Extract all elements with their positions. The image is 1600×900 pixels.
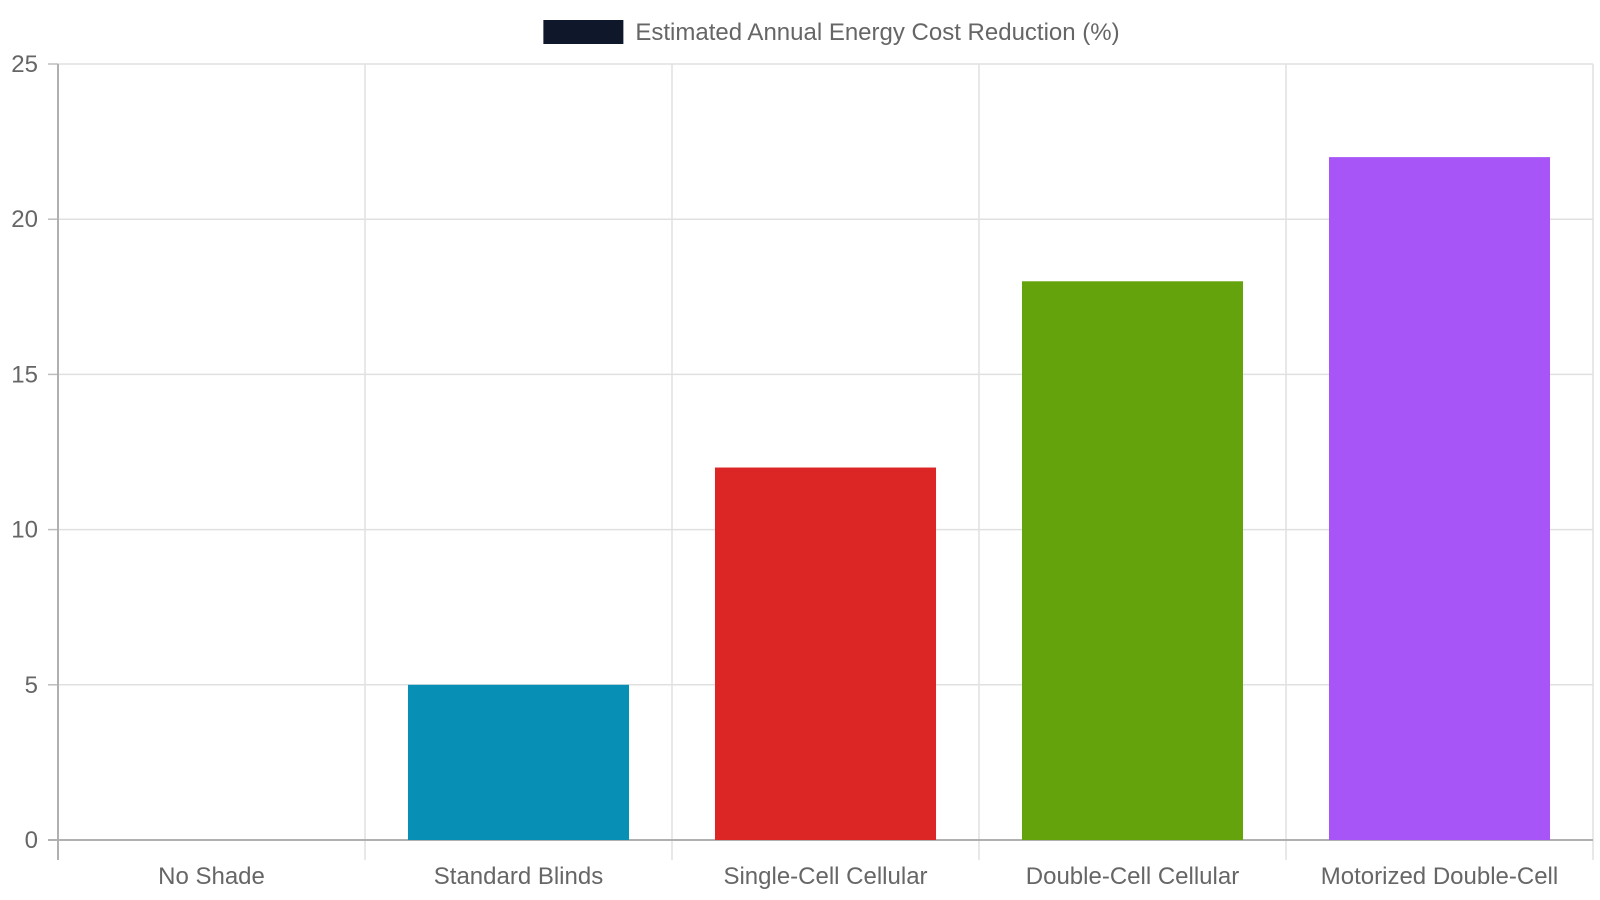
y-tick-label: 15 bbox=[11, 361, 38, 388]
y-tick-label: 25 bbox=[11, 51, 38, 78]
x-tick-label: Double-Cell Cellular bbox=[1026, 863, 1239, 890]
bars bbox=[407, 157, 1551, 840]
x-tick-label: Single-Cell Cellular bbox=[723, 863, 927, 890]
y-tick-label: 5 bbox=[25, 672, 38, 699]
bar-standard-blinds[interactable] bbox=[407, 684, 630, 840]
legend: Estimated Annual Energy Cost Reduction (… bbox=[543, 19, 1120, 46]
bar-single-cell-cellular[interactable] bbox=[714, 467, 937, 840]
bar-motorized-double-cell[interactable] bbox=[1328, 157, 1551, 840]
y-tick-label: 10 bbox=[11, 517, 38, 544]
y-tick-label: 20 bbox=[11, 206, 38, 233]
legend-label[interactable]: Estimated Annual Energy Cost Reduction (… bbox=[635, 19, 1119, 46]
x-tick-label: No Shade bbox=[158, 863, 265, 890]
tick-labels: 0 5 10 15 20 25 No Shade Standard Blinds Single-… bbox=[11, 51, 1558, 890]
grid bbox=[58, 63, 1594, 840]
x-tick-label: Motorized Double-Cell bbox=[1321, 863, 1558, 890]
x-tick-label: Standard Blinds bbox=[434, 863, 603, 890]
legend-swatch[interactable] bbox=[543, 20, 624, 44]
y-tick-label: 0 bbox=[25, 827, 38, 854]
bar-double-cell-cellular[interactable] bbox=[1021, 281, 1244, 840]
